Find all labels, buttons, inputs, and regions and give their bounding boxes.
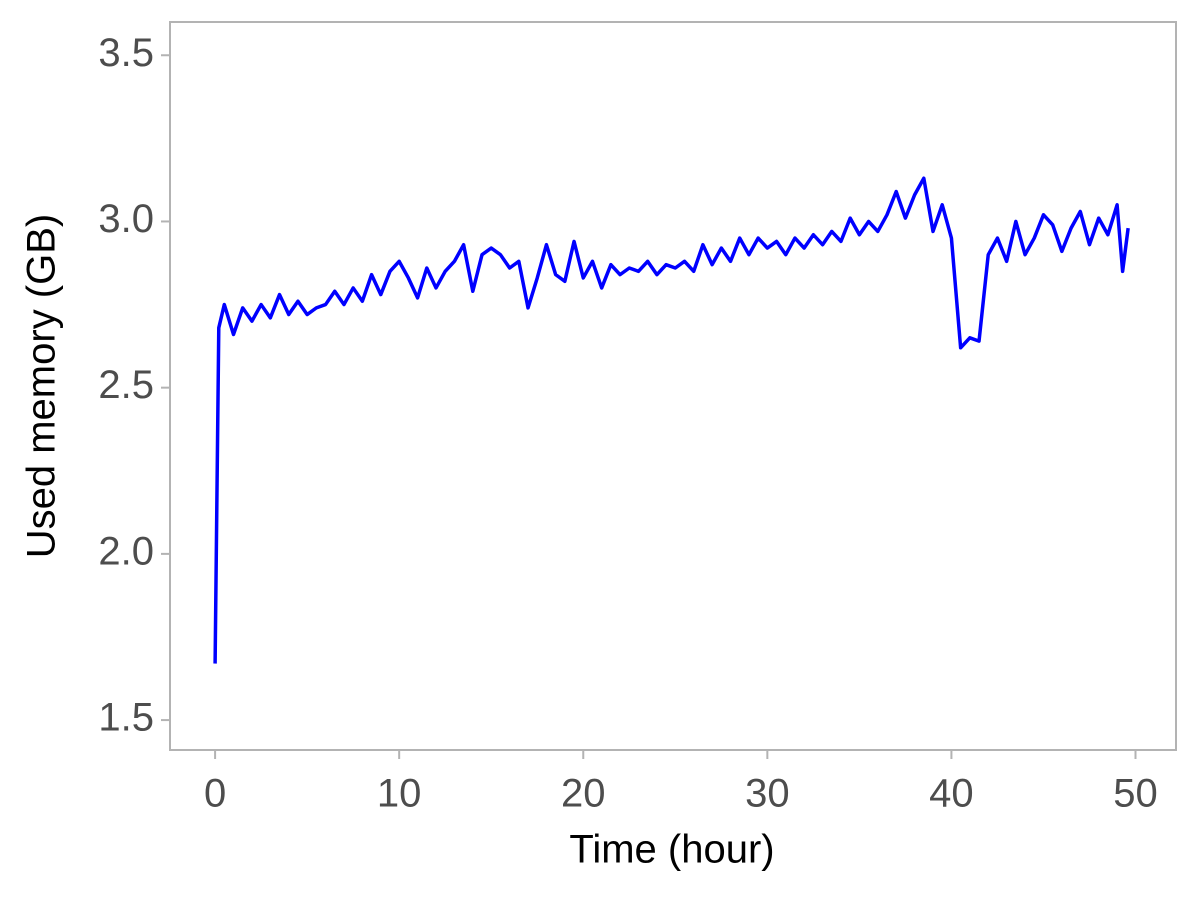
y-tick-label: 2.0 bbox=[98, 529, 154, 573]
y-tick-label: 2.5 bbox=[98, 363, 154, 407]
plot-panel bbox=[169, 21, 1177, 751]
y-tick-label: 3.5 bbox=[98, 31, 154, 75]
x-tick-label: 0 bbox=[204, 772, 226, 816]
x-tick-label: 20 bbox=[561, 772, 606, 816]
data-line bbox=[213, 176, 1130, 664]
x-tick-label: 50 bbox=[1113, 772, 1158, 816]
y-tick-label: 1.5 bbox=[98, 696, 154, 740]
x-axis-title: Time (hour) bbox=[569, 828, 774, 872]
x-tick-label: 30 bbox=[745, 772, 790, 816]
y-axis-title: Used memory (GB) bbox=[20, 214, 64, 559]
x-tick-label: 10 bbox=[377, 772, 422, 816]
y-tick-label: 3.0 bbox=[98, 197, 154, 241]
x-tick-label: 40 bbox=[929, 772, 974, 816]
